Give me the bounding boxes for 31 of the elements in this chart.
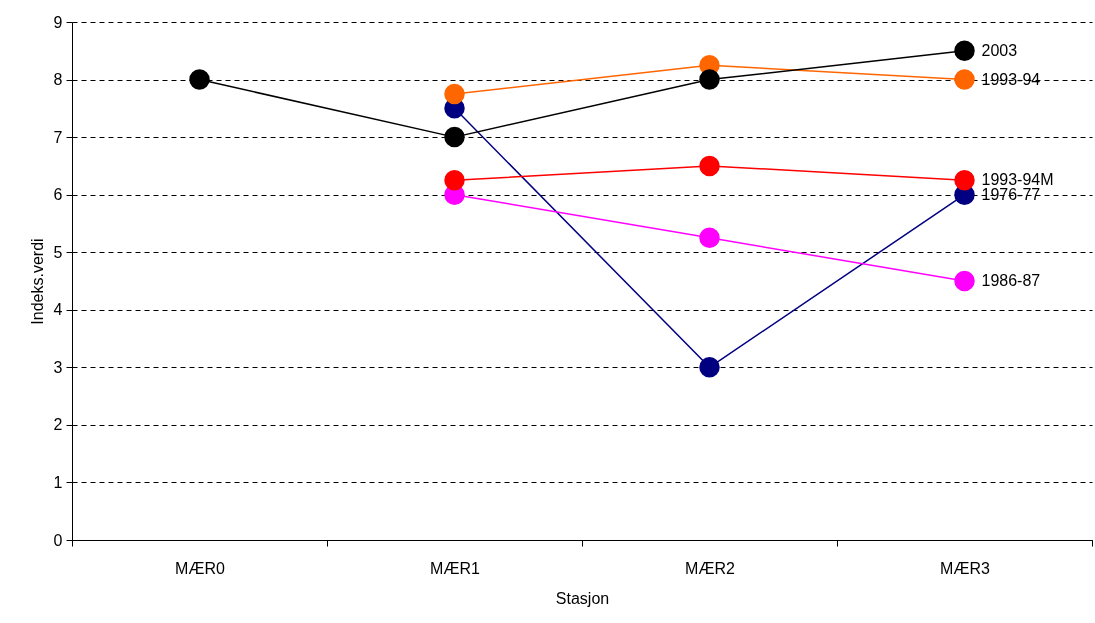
y-tick-label: 4 xyxy=(53,301,63,319)
y-tick-label: 0 xyxy=(53,531,63,549)
point xyxy=(699,357,720,378)
point xyxy=(444,83,465,105)
y-tick-label: 9 xyxy=(53,13,63,31)
point xyxy=(444,170,465,191)
y-tick-label: 7 xyxy=(53,128,63,146)
point xyxy=(444,126,465,148)
y-tick-label: 1 xyxy=(53,473,63,491)
series-label: 2003 xyxy=(981,41,1018,59)
y-tick-label: 8 xyxy=(53,71,63,89)
point xyxy=(699,155,720,177)
x-axis-title: Stasjon xyxy=(555,589,610,607)
point xyxy=(954,170,975,191)
point xyxy=(699,69,720,90)
series-label: 1993-94M xyxy=(981,171,1054,189)
y-tick-label: 2 xyxy=(53,416,63,434)
y-axis-title: Indeks.verdi xyxy=(28,238,46,325)
x-tick-label: MÆR0 xyxy=(175,559,225,577)
y-tick-label: 6 xyxy=(53,186,63,204)
point xyxy=(954,69,975,90)
point xyxy=(954,40,975,61)
point xyxy=(189,69,210,90)
point xyxy=(699,227,720,249)
x-tick-label: MÆR3 xyxy=(940,559,990,577)
x-tick-label: MÆR1 xyxy=(430,559,480,577)
y-tick-label: 3 xyxy=(53,358,63,376)
y-tick-label: 5 xyxy=(53,243,63,261)
point xyxy=(954,270,975,292)
x-tick-label: MÆR2 xyxy=(685,559,735,577)
series-label: 1986-87 xyxy=(981,272,1041,289)
